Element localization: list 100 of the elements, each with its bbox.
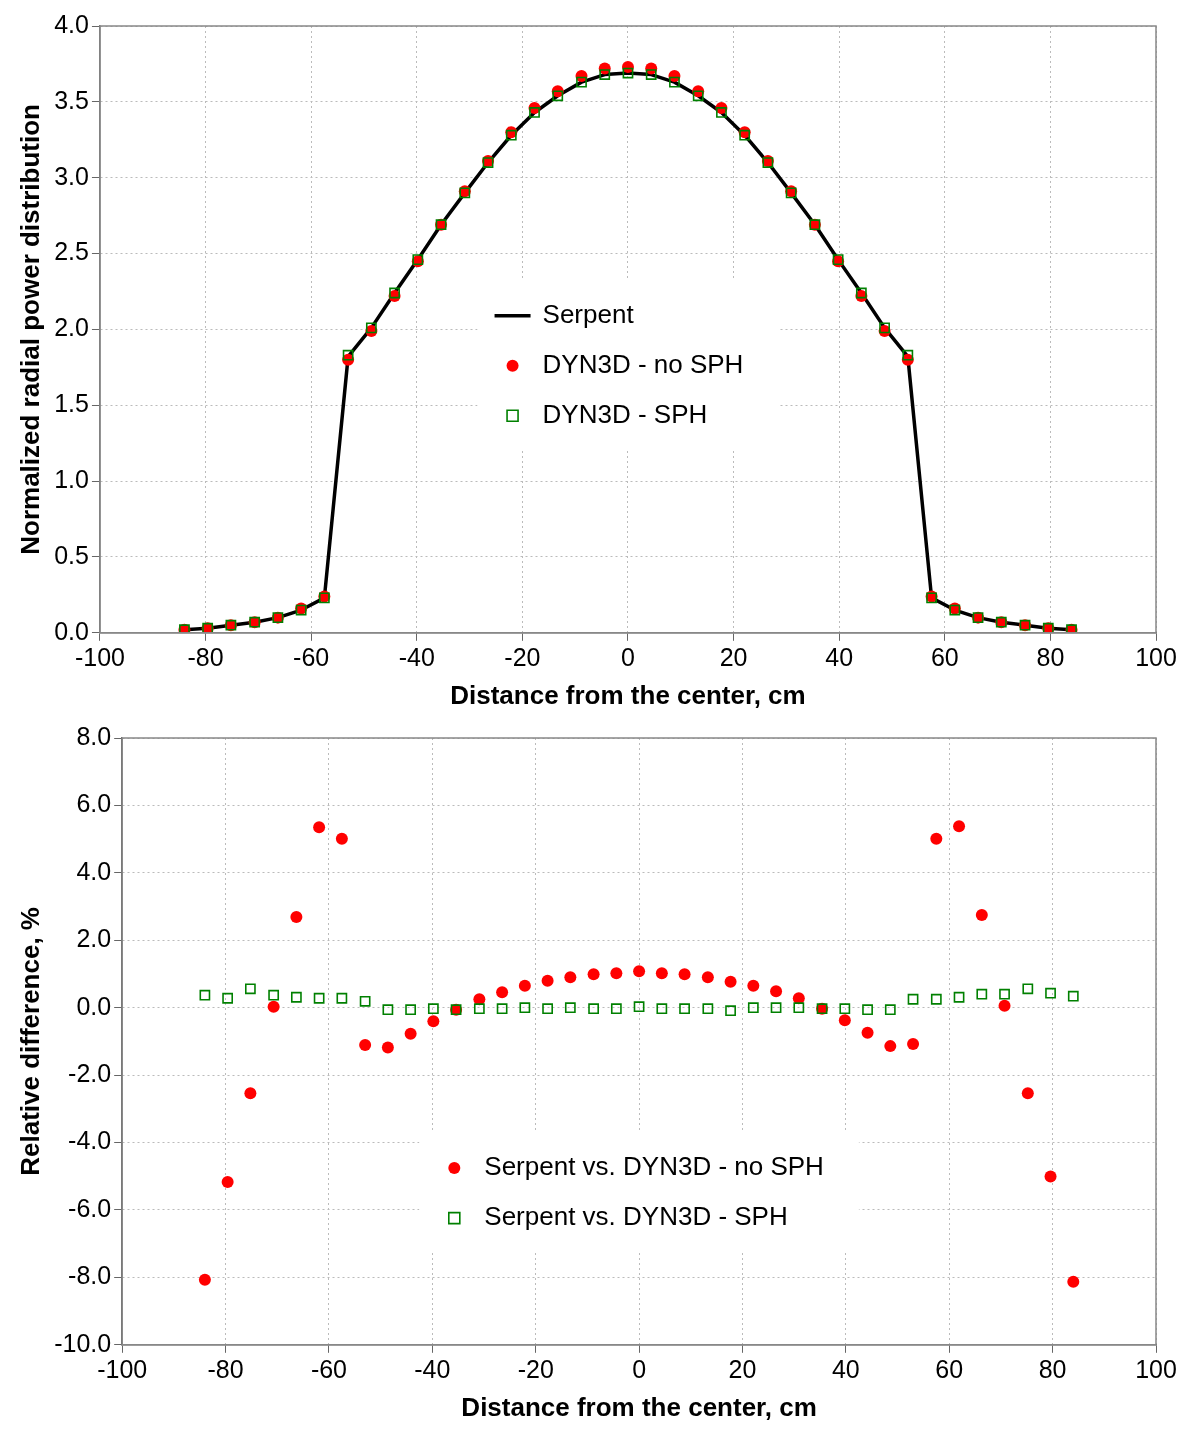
y-tick-label: -2.0: [68, 1059, 112, 1087]
point: [884, 1004, 896, 1016]
point: [473, 1003, 485, 1015]
x-axis-title: Distance from the center, cm: [461, 1391, 817, 1422]
point: [359, 995, 371, 1007]
point: [427, 1003, 439, 1015]
point: [519, 1002, 531, 1014]
point: [724, 975, 737, 988]
x-tick-label: 0: [632, 1354, 647, 1383]
point: [335, 832, 348, 845]
point: [542, 1003, 553, 1015]
point: [861, 1026, 874, 1039]
point: [359, 1039, 372, 1052]
point: [496, 1003, 508, 1015]
point: [1022, 983, 1034, 995]
point: [389, 287, 400, 299]
point: [839, 1003, 851, 1015]
point: [998, 999, 1011, 1012]
point: [427, 1015, 440, 1028]
point: [655, 967, 668, 980]
x-axis-title: Distance from the center, cm: [450, 679, 806, 710]
point: [541, 974, 554, 987]
point: [267, 1000, 280, 1013]
y-tick-label: 6.0: [76, 789, 112, 818]
x-tick-label: -80: [187, 642, 224, 671]
point: [770, 1002, 782, 1014]
point: [342, 349, 354, 361]
legend-label: DYN3D - no SPH: [542, 348, 744, 379]
point: [862, 1004, 873, 1016]
point: [725, 1005, 736, 1017]
point: [793, 1002, 805, 1014]
point: [1021, 1087, 1034, 1100]
point: [610, 1003, 622, 1015]
x-tick-label: 100: [1135, 642, 1177, 671]
x-tick-label: 80: [1038, 1354, 1067, 1383]
point: [645, 69, 657, 80]
point: [221, 1175, 234, 1188]
y-tick-label: 0.0: [76, 991, 112, 1020]
legend-label: Serpent vs. DYN3D - no SPH: [484, 1151, 824, 1182]
point: [976, 988, 988, 1000]
point: [290, 991, 302, 1003]
x-tick-label: 80: [1036, 642, 1065, 671]
y-tick-label: 0.5: [54, 540, 89, 569]
x-tick-label: -40: [398, 642, 435, 671]
legend-label: DYN3D - SPH: [542, 398, 708, 429]
x-tick-label: -40: [414, 1354, 451, 1383]
y-tick-label: -10.0: [54, 1328, 112, 1357]
point: [999, 988, 1010, 1000]
x-tick-label: -100: [97, 1354, 148, 1383]
y-tick-label: 4.0: [76, 856, 112, 885]
point: [747, 979, 760, 992]
y-tick-label: 2.0: [54, 313, 89, 342]
point: [518, 979, 531, 992]
point: [633, 1001, 645, 1013]
point: [313, 821, 326, 834]
point: [669, 76, 680, 88]
point: [587, 968, 600, 981]
point: [610, 967, 623, 980]
point: [678, 968, 691, 981]
point: [907, 1038, 920, 1051]
point: [770, 985, 783, 998]
x-tick-label: -80: [207, 1354, 244, 1383]
x-tick-label: -20: [517, 1354, 554, 1383]
x-tick-label: 40: [831, 1354, 860, 1383]
x-tick-label: 40: [825, 642, 854, 671]
y-tick-label: -6.0: [68, 1193, 112, 1222]
y-tick-label: -8.0: [68, 1261, 112, 1290]
point: [907, 993, 919, 1005]
y-tick-label: 0.0: [54, 616, 89, 645]
point: [716, 107, 727, 118]
x-tick-label: -100: [74, 642, 125, 671]
point: [1044, 1170, 1057, 1183]
point: [244, 1087, 257, 1100]
x-tick-label: 20: [728, 1354, 757, 1383]
y-axis-title: Relative difference, %: [14, 907, 45, 1176]
legend-label: Serpent: [542, 298, 635, 329]
y-tick-label: 1.5: [54, 389, 89, 418]
point: [622, 67, 634, 79]
point: [838, 1014, 851, 1027]
point: [656, 1003, 668, 1015]
x-tick-label: -60: [310, 1354, 348, 1383]
x-tick-label: -20: [504, 642, 541, 671]
point: [244, 983, 256, 995]
point: [1067, 990, 1079, 1002]
point: [290, 911, 303, 924]
point: [902, 349, 914, 361]
point: [588, 1003, 599, 1015]
point: [1045, 987, 1056, 999]
point: [930, 993, 942, 1005]
point: [222, 992, 234, 1004]
y-tick-label: 3.5: [54, 85, 89, 114]
point: [268, 989, 280, 1001]
point: [552, 90, 564, 102]
point: [564, 1002, 576, 1014]
x-tick-label: 60: [930, 642, 959, 671]
y-tick-label: 1.0: [54, 464, 89, 493]
y-axis-title: Normalized radial power distribution: [14, 104, 45, 555]
x-tick-label: 60: [935, 1354, 964, 1383]
point: [701, 971, 714, 984]
point: [953, 820, 966, 833]
